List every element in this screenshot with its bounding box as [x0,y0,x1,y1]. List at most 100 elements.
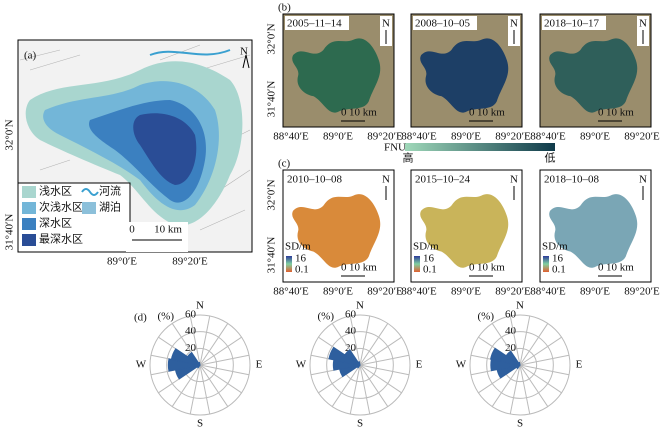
date-label: 2015–10–24 [415,174,471,186]
r-tick-label: 20 [505,342,517,354]
x-tick-label: 88°40′E [273,131,309,143]
x-tick-label: 89°20′E [367,131,403,143]
spoke [519,315,531,366]
rose-sector [505,350,521,366]
spoke [519,323,549,366]
x-tick-label: 89°20′E [495,286,531,298]
north-label: N [510,18,518,30]
y-tick-label: 32°0′N [266,23,278,54]
lake-zones [25,49,243,226]
spoke [509,315,521,366]
spoke [359,364,371,415]
unit-label: (%) [478,311,495,323]
legend-label: 0.1 [552,264,566,276]
x-tick-label: 89°0′E [451,286,481,298]
spoke [491,364,521,407]
scale-box [126,222,188,252]
north-label: N [382,18,390,30]
unit-label: (%) [318,311,335,323]
date-box [285,172,349,186]
date-box [413,172,477,186]
north-arrow [242,54,250,69]
direction-label: S [357,418,363,429]
spoke [331,364,361,407]
rose-sector [517,361,521,366]
spoke [199,336,242,366]
direction-label: W [456,359,467,371]
rose-sector [328,346,361,366]
spoke [359,364,389,407]
date-box [285,16,349,30]
rose-sector [344,349,361,366]
sd-colorbar [543,256,549,272]
rose-sector [489,347,521,366]
legend-label: 0.1 [295,264,309,276]
scale-label: 10 km [477,107,505,119]
spoke [519,364,562,394]
spoke [199,364,242,394]
spoke [519,336,562,366]
legend-swatch [22,186,36,198]
x-tick-label: 88°40′E [273,286,309,298]
spoke [199,364,250,376]
spoke [199,364,229,407]
y-tick-label: 32°0′N [4,119,16,150]
direction-label: N [516,300,524,312]
spoke [519,354,570,366]
grid-ring [166,331,234,399]
scale-label: 10 km [606,262,634,274]
x-tick-label: 89°20′E [367,286,403,298]
legend-line [81,188,99,196]
panel-label: (a) [24,50,37,62]
legend-label: 16 [423,253,435,265]
rose-sector [357,361,361,366]
direction-label: W [136,359,147,371]
direction-label: E [256,359,263,371]
scale-label: 0 [341,107,347,119]
y-tick-label: 31°40′N [266,81,278,118]
legend-swatch [22,202,36,214]
direction-label: W [296,359,307,371]
spoke [199,315,211,366]
x-tick-label: 88°40′E [401,131,437,143]
r-tick-label: 40 [185,325,197,337]
r-tick-label: 60 [505,309,517,321]
legend-label: 湖泊 [99,201,121,214]
rose-sector [197,361,201,366]
direction-label: S [517,418,523,429]
spoke [199,354,250,366]
legend-swatch [22,218,36,230]
scale-label: 0 [469,107,475,119]
unit-label: (%) [158,311,175,323]
spoke [349,364,361,415]
spoke [349,315,361,366]
panel-label: (c) [278,158,291,170]
rose-sector [186,351,201,366]
direction-label: N [196,300,204,312]
scale-label: 0 [129,224,135,236]
x-tick-label: 89°20′E [172,256,208,268]
x-tick-label: 88°40′E [530,286,566,298]
legend-label: 河流 [99,184,121,198]
legend-label: 16 [552,253,564,265]
scale-label: 0 [598,262,604,274]
scale-label: 10 km [349,262,377,274]
y-tick-label: 31°40′N [4,214,16,251]
direction-label: N [356,300,364,312]
legend-label: 0.1 [423,264,437,276]
legend-label: 浅水区 [39,185,72,198]
scale-label: 0 [598,107,604,119]
x-tick-label: 89°20′E [495,131,531,143]
legend-label: 次浅水区 [39,200,83,214]
r-tick-label: 20 [185,342,197,354]
grid-ring [469,314,571,416]
north-label: N [382,174,390,186]
r-tick-label: 60 [345,309,357,321]
rose-sector [167,358,201,372]
y-tick-label: 31°40′N [266,237,278,274]
north-label: N [639,174,647,186]
colorbar-label: 高 [403,151,414,165]
spoke [171,364,201,407]
date-label: 2010–10–08 [287,174,343,186]
